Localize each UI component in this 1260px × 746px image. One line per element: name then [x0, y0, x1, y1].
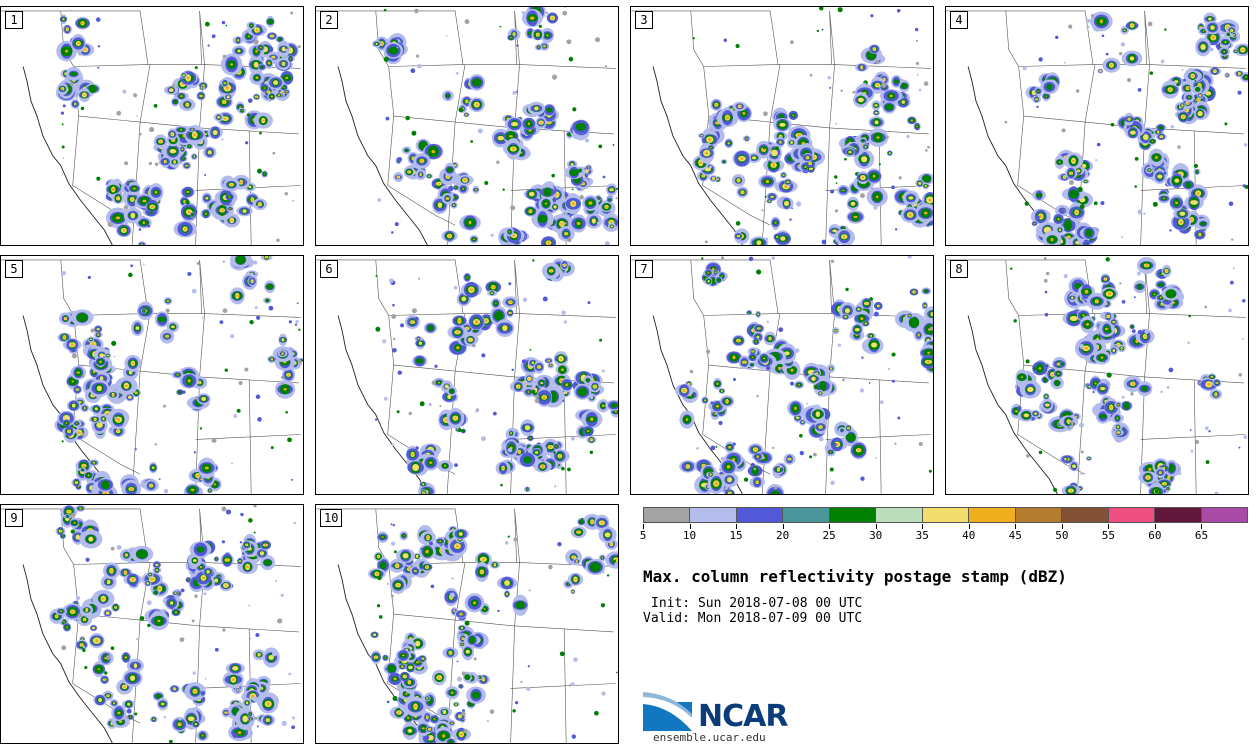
colorbar-tick — [736, 524, 738, 529]
colorbar-tick-label: 55 — [1101, 529, 1115, 542]
reflectivity-map — [631, 256, 933, 494]
colorbar-tick — [1154, 524, 1156, 529]
colorbar-tick — [922, 524, 924, 529]
colorbar-swatch — [644, 508, 691, 522]
ensemble-member-panel-6: 6 — [315, 255, 619, 495]
ensemble-member-panel-10: 10 — [315, 504, 619, 744]
ensemble-member-panel-2: 2 — [315, 6, 619, 246]
panel-number-label: 2 — [320, 11, 338, 29]
reflectivity-map — [1, 10, 301, 245]
colorbar-swatch — [1155, 508, 1202, 522]
colorbar-swatch — [690, 508, 737, 522]
logo-wordmark: NCAR — [698, 699, 788, 734]
init-time: Init: Sun 2018-07-08 00 UTC — [651, 596, 863, 611]
colorbar-tick — [1015, 524, 1017, 529]
panel-number-label: 6 — [320, 260, 338, 278]
panel-number-label: 7 — [635, 260, 653, 278]
panel-number-label: 4 — [950, 11, 968, 29]
colorbar-tick — [829, 524, 831, 529]
colorbar-tick — [968, 524, 970, 529]
colorbar-swatch — [876, 508, 923, 522]
panel-number-label: 5 — [5, 260, 23, 278]
reflectivity-map — [946, 10, 1248, 245]
reflectivity-map — [946, 256, 1248, 494]
chart-title: Max. column reflectivity postage stamp (… — [643, 567, 1067, 586]
colorbar-swatch — [1201, 508, 1248, 522]
ensemble-member-panel-4: 4 — [945, 6, 1249, 246]
colorbar-swatch — [1015, 508, 1063, 522]
reflectivity-map — [316, 7, 618, 245]
ensemble-member-panel-5: 5 — [0, 255, 304, 495]
reflectivity-map — [316, 508, 618, 743]
ensemble-member-panel-3: 3 — [630, 6, 934, 246]
colorbar-tick-label: 20 — [775, 529, 790, 542]
reflectivity-map — [1, 505, 301, 743]
valid-time: Valid: Mon 2018-07-09 00 UTC — [643, 611, 863, 626]
colorbar-tick — [1061, 524, 1063, 529]
ensemble-member-panel-9: 9 — [0, 504, 304, 744]
panel-number-label: 8 — [950, 260, 968, 278]
colorbar-swatch — [969, 508, 1016, 522]
colorbar-swatch — [1108, 508, 1156, 522]
colorbar-swatch — [829, 508, 877, 522]
reflectivity-map — [631, 7, 933, 245]
colorbar-swatch — [1062, 508, 1109, 522]
reflectivity-colorbar — [643, 507, 1248, 523]
panel-number-label: 9 — [5, 509, 23, 527]
colorbar-tick-label: 35 — [915, 529, 929, 542]
colorbar-tick — [689, 524, 691, 529]
colorbar-tick — [875, 524, 877, 529]
ensemble-member-panel-1: 1 — [0, 6, 304, 246]
colorbar-swatch — [736, 508, 784, 522]
colorbar-tick-label: 40 — [962, 529, 976, 542]
panel-number-label: 10 — [320, 509, 343, 527]
reflectivity-map — [316, 258, 618, 494]
ensemble-member-panel-8: 8 — [945, 255, 1249, 495]
colorbar-tick-label: 10 — [682, 529, 697, 542]
colorbar-tick — [1201, 524, 1203, 529]
colorbar-tick-label: 15 — [729, 529, 743, 542]
colorbar-tick-label: 30 — [869, 529, 883, 542]
colorbar-tick-label: 60 — [1148, 529, 1162, 542]
colorbar-tick — [643, 524, 644, 529]
colorbar-tick-label: 45 — [1008, 529, 1022, 542]
ncar-logo-icon — [643, 692, 692, 731]
colorbar-tick-labels: 5 10 15 20 25 30 35 40 45 50 55 60 65 — [639, 524, 1248, 544]
website-label: ensemble.ucar.edu — [653, 731, 766, 744]
colorbar-tick-label: 65 — [1194, 529, 1209, 542]
colorbar-swatch — [922, 508, 970, 522]
colorbar-tick-label: 25 — [822, 529, 836, 542]
colorbar-tick — [1108, 524, 1110, 529]
panel-number-label: 1 — [5, 11, 23, 29]
colorbar-tick — [782, 524, 784, 529]
colorbar-tick-label: 5 — [639, 529, 647, 542]
colorbar-swatch — [783, 508, 830, 522]
ensemble-member-panel-7: 7 — [630, 255, 934, 495]
colorbar-tick-label: 50 — [1055, 529, 1069, 542]
panel-number-label: 3 — [635, 11, 653, 29]
reflectivity-map — [1, 256, 303, 494]
